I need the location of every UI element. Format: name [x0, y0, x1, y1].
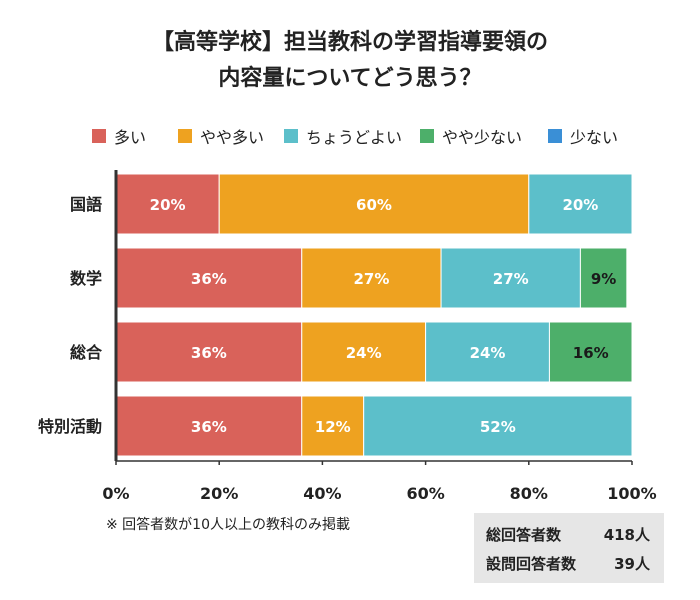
- bar-segment: [548, 321, 633, 383]
- total-respondents-row: 総回答者数 418人: [486, 522, 650, 546]
- legend-swatch: [92, 129, 106, 143]
- legend-label: やや少ない: [442, 128, 523, 147]
- bar-value-label: 24%: [346, 344, 382, 362]
- legend-swatch: [284, 129, 298, 143]
- bar-segment: [301, 321, 427, 383]
- legend-item-somewhat-many: やや多い: [178, 124, 264, 148]
- bar-value-label: 36%: [191, 344, 227, 362]
- bar-segment: [301, 395, 365, 457]
- legend-swatch: [548, 129, 562, 143]
- category-label: 国語: [70, 195, 102, 214]
- bar-value-label: 20%: [562, 196, 598, 214]
- bar-value-label: 24%: [470, 344, 506, 362]
- stat-label: 総回答者数: [486, 525, 562, 544]
- category-label: 数学: [70, 269, 102, 288]
- legend-swatch: [178, 129, 192, 143]
- footnote: ※ 回答者数が10人以上の教科のみ掲載: [106, 517, 350, 533]
- x-tick-label: 60%: [406, 484, 444, 503]
- bar-value-label: 60%: [356, 196, 392, 214]
- bar-segment: [579, 247, 628, 309]
- category-label: 特別活動: [38, 417, 102, 436]
- bar-segment: [425, 321, 550, 383]
- stat-value: 418人: [603, 525, 650, 544]
- chart-title-line2: 内容量についてどう思う？: [218, 66, 482, 91]
- bar-segment: [115, 395, 303, 457]
- legend-swatch: [420, 129, 434, 143]
- legend-label: 少ない: [570, 128, 619, 147]
- x-tick-label: 20%: [200, 484, 238, 503]
- bar-value-label: 36%: [191, 418, 227, 436]
- legend-item-many: 多い: [92, 124, 146, 148]
- x-tick-label: 40%: [303, 484, 341, 503]
- question-respondents-row: 設問回答者数 39人: [486, 551, 650, 575]
- legend-label: やや多い: [200, 128, 265, 147]
- legend-label: ちょうどよい: [306, 128, 403, 147]
- legend-item-somewhat-few: やや少ない: [420, 124, 522, 148]
- legend-label: 多い: [114, 128, 147, 147]
- category-label: 総合: [70, 343, 103, 362]
- bar-segment: [115, 173, 220, 235]
- bar-segment: [440, 247, 581, 309]
- respondent-stats-box: 総回答者数 418人 設問回答者数 39人: [474, 513, 664, 583]
- bar-value-label: 20%: [150, 196, 186, 214]
- x-tick-label: 80%: [510, 484, 548, 503]
- stat-label: 設問回答者数: [486, 554, 577, 573]
- x-tick-label: 0%: [102, 484, 129, 503]
- chart-title-line1: 【高等学校】担当教科の学習指導要領の: [151, 30, 548, 55]
- legend-item-just-right: ちょうどよい: [284, 124, 402, 148]
- bar-value-label: 9%: [591, 270, 616, 288]
- bar-value-label: 12%: [315, 418, 351, 436]
- bar-value-label: 27%: [493, 270, 529, 288]
- x-tick-label: 100%: [607, 484, 656, 503]
- bar-segment: [301, 247, 442, 309]
- bar-segment: [363, 395, 633, 457]
- bar-segment: [528, 173, 633, 235]
- bar-value-label: 52%: [480, 418, 516, 436]
- bar-value-label: 27%: [353, 270, 389, 288]
- bar-value-label: 36%: [191, 270, 227, 288]
- legend-item-few: 少ない: [548, 124, 618, 148]
- bar-value-label: 16%: [573, 344, 609, 362]
- stat-value: 39人: [614, 554, 650, 573]
